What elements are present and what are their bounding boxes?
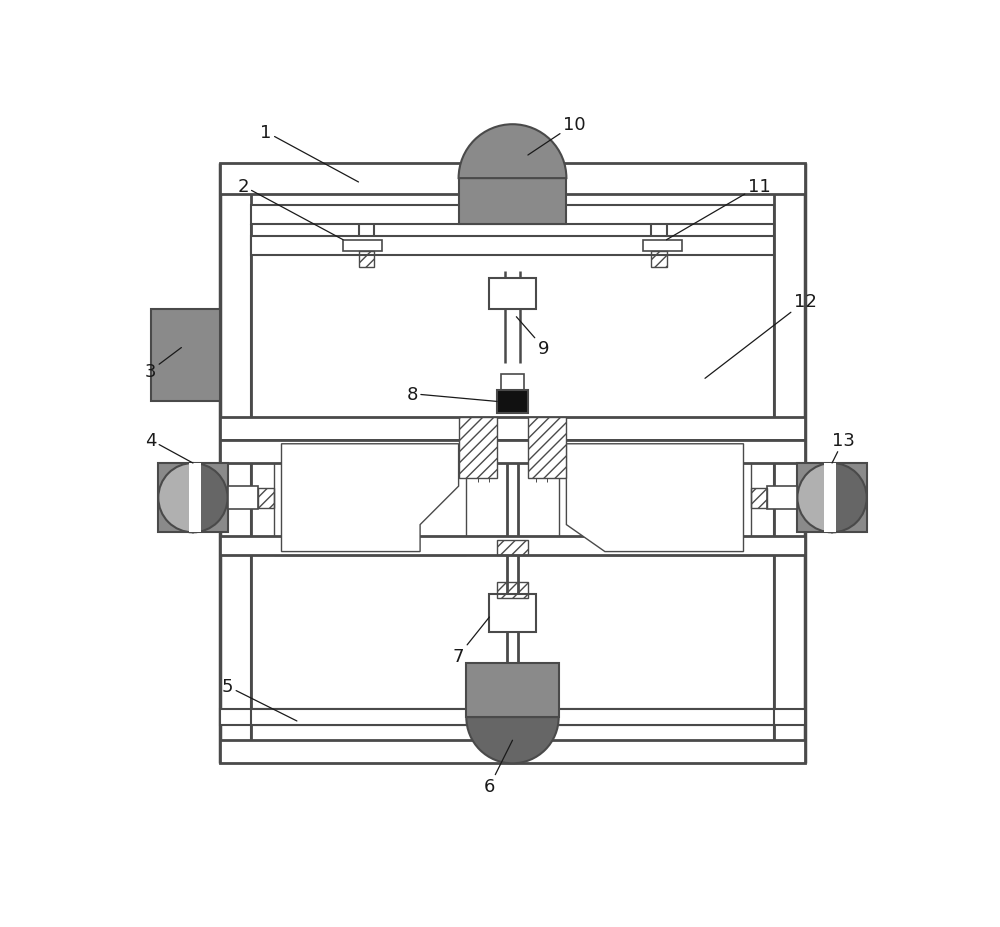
Text: 5: 5 [222, 678, 297, 721]
Bar [220, 440, 805, 464]
Bar [220, 710, 805, 725]
Bar [497, 540, 528, 556]
Bar [824, 464, 836, 533]
Polygon shape [282, 444, 459, 552]
Bar [489, 594, 536, 633]
Wedge shape [459, 125, 566, 179]
Text: 8: 8 [407, 386, 497, 403]
Bar [220, 417, 805, 440]
Text: 6: 6 [484, 741, 512, 795]
Bar [459, 179, 566, 225]
Bar [466, 664, 559, 717]
Text: 13: 13 [832, 431, 855, 464]
Text: 11: 11 [666, 178, 770, 240]
Text: 4: 4 [145, 431, 193, 464]
Bar [228, 487, 258, 510]
Bar [497, 390, 528, 413]
Bar [497, 583, 528, 598]
Bar [651, 252, 666, 267]
Bar [158, 464, 228, 533]
Text: 10: 10 [528, 116, 585, 156]
Bar [251, 710, 774, 725]
Text: 2: 2 [237, 178, 343, 240]
Text: 12: 12 [705, 293, 817, 379]
Wedge shape [466, 717, 559, 764]
Bar [459, 417, 497, 479]
Text: 3: 3 [145, 349, 181, 380]
Bar [220, 537, 805, 556]
Text: 7: 7 [453, 617, 489, 665]
Wedge shape [832, 464, 867, 533]
Bar [251, 236, 774, 256]
Bar [528, 417, 566, 479]
Bar [797, 464, 867, 533]
Bar [643, 240, 682, 252]
Bar [189, 464, 201, 533]
Bar [501, 375, 524, 390]
Bar [358, 252, 374, 267]
Bar [220, 741, 805, 764]
Wedge shape [158, 464, 193, 533]
Text: 9: 9 [516, 317, 549, 357]
Polygon shape [566, 444, 744, 552]
Bar [343, 240, 382, 252]
Polygon shape [274, 440, 466, 556]
Polygon shape [559, 440, 751, 556]
Bar [767, 487, 797, 510]
Bar [151, 310, 220, 402]
Bar [489, 279, 536, 310]
Wedge shape [797, 464, 832, 533]
Bar [258, 489, 274, 508]
Bar [751, 489, 767, 508]
Wedge shape [193, 464, 228, 533]
Text: 1: 1 [260, 124, 358, 183]
Bar [251, 206, 774, 225]
Bar [220, 163, 805, 195]
